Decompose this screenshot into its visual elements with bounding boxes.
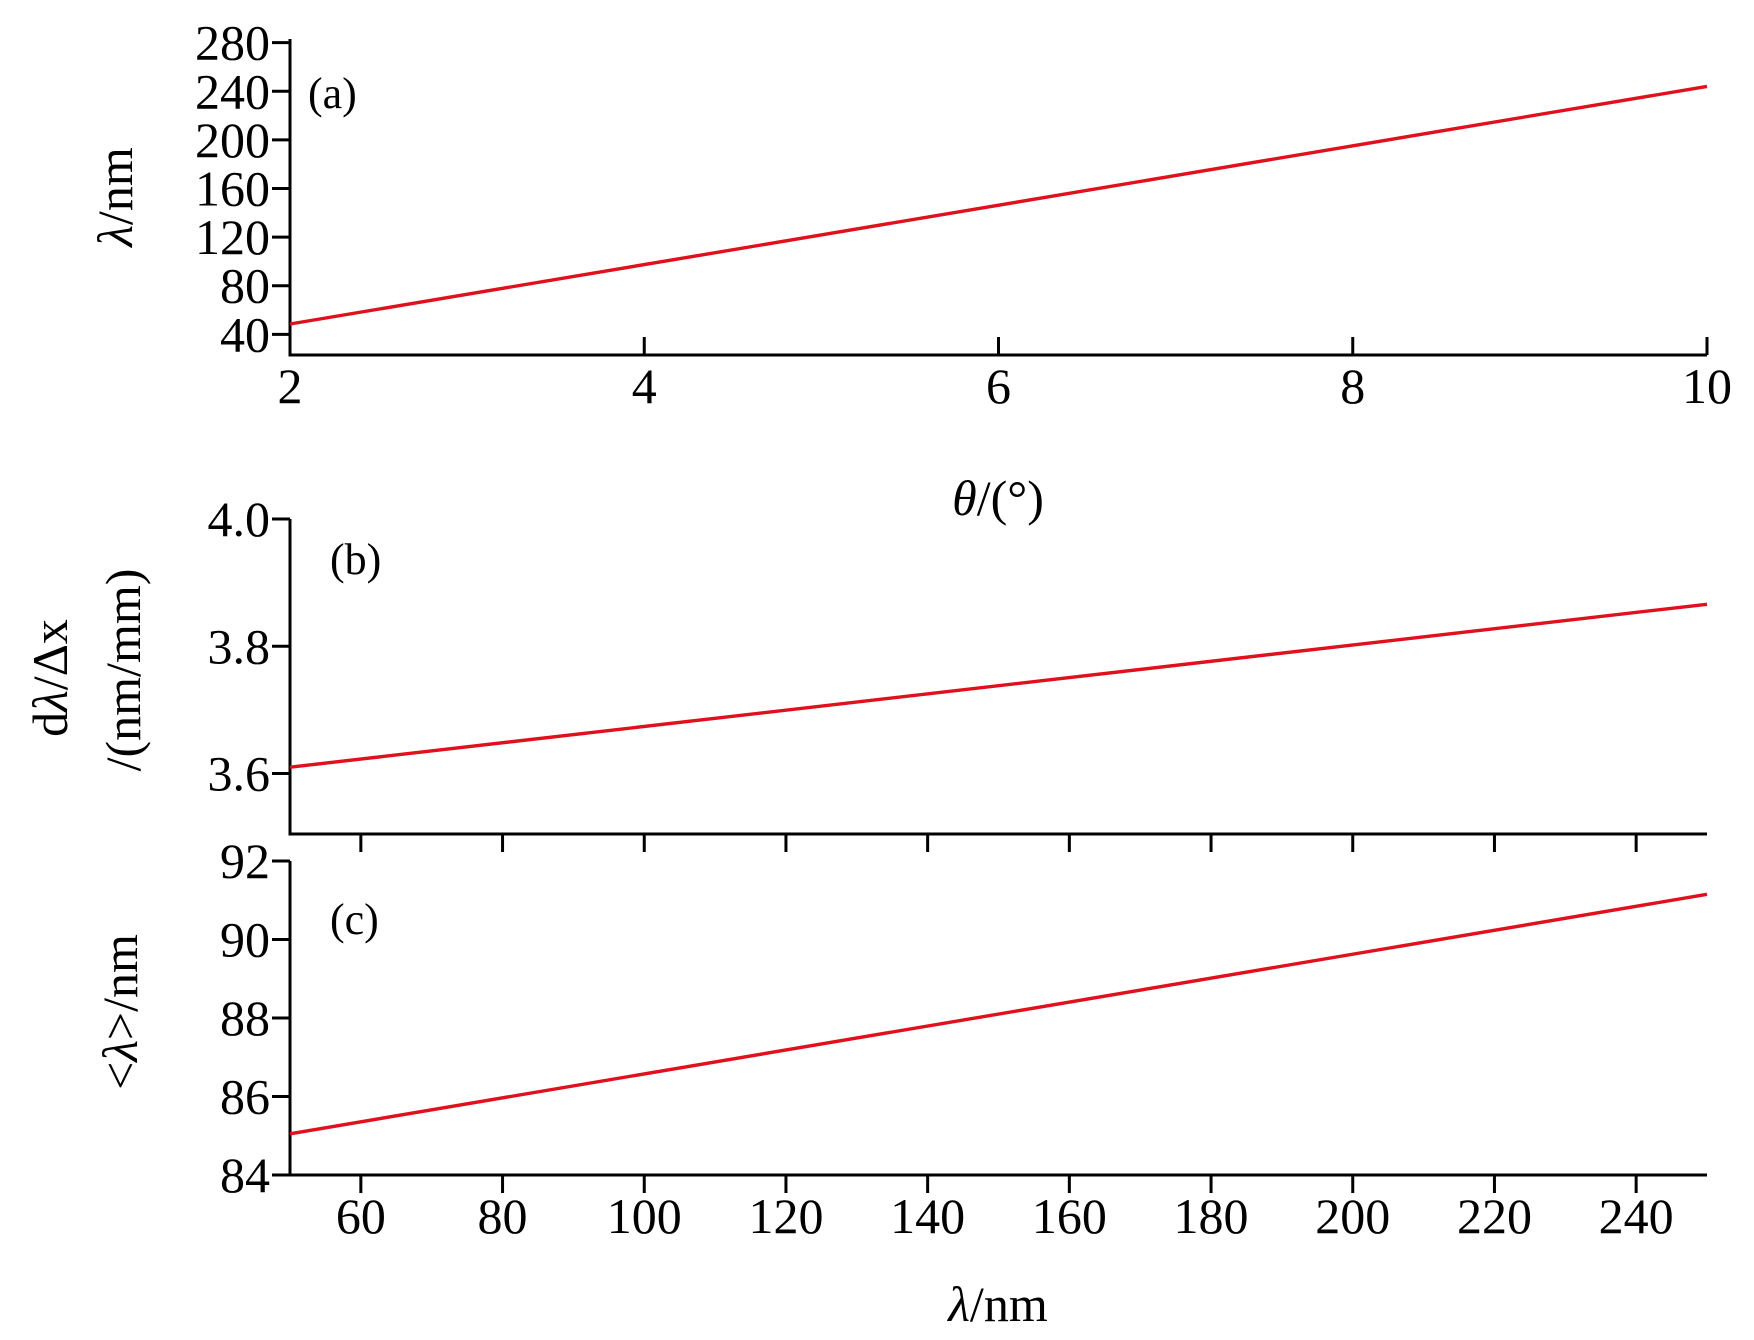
panel-c-y-axis-prefix: <: [92, 1062, 148, 1090]
y-tick-label: 86: [220, 1069, 270, 1125]
x-tick-label: 8: [1340, 358, 1365, 414]
x-tick-label: 240: [1599, 1188, 1674, 1244]
y-tick-label: 84: [220, 1147, 270, 1203]
y-tick-label: 160: [195, 160, 270, 216]
y-tick-label: 4.0: [208, 491, 271, 547]
panel-c-x-ticks: 60 80 100 120 140 160 180 200 220 240: [336, 1175, 1674, 1244]
x-tick-label: 200: [1315, 1188, 1390, 1244]
panel-b-axes: [288, 519, 1707, 836]
x-tick-label: 180: [1174, 1188, 1249, 1244]
y-tick-label: 88: [220, 990, 270, 1046]
panel-b-series-line: [289, 602, 1708, 769]
panel-c-series-line: [289, 892, 1708, 1136]
panel-c-y-ticks: 84 86 88 90 92: [220, 833, 290, 1203]
panel-b-y-axis-symbol: λ: [22, 690, 78, 714]
panel-c-y-axis-title: <λ>/nm: [92, 934, 148, 1090]
y-tick-label: 92: [220, 833, 270, 889]
panel-b-y-axis-prefix: d: [22, 712, 78, 737]
y-tick-label: 200: [195, 112, 270, 168]
x-tick-label: 220: [1457, 1188, 1532, 1244]
panel-a-label: (a): [308, 69, 357, 118]
panel-a-y-axis-title: λ/nm: [87, 147, 143, 249]
panel-a-series-line: [289, 84, 1708, 326]
panel-b-label: (b): [330, 535, 381, 584]
panel-a-x-axis-symbol: θ: [952, 470, 977, 526]
y-tick-label: 90: [220, 912, 270, 968]
panel-a-x-ticks: 2 4 6 8 10: [278, 337, 1732, 414]
panel-b-y-axis-title-line1: dλ/Δx: [22, 619, 78, 737]
panel-a-x-axis-unit: /(°): [977, 470, 1044, 526]
x-tick-label: 160: [1032, 1188, 1107, 1244]
panel-b-y-axis-rest: /Δx: [22, 619, 78, 690]
panel-a-x-axis-title: θ/(°): [952, 470, 1044, 526]
panel-c-x-axis-title: λ/nm: [946, 1276, 1048, 1332]
x-tick-label: 60: [336, 1188, 386, 1244]
panel-c-x-axis-symbol: λ: [946, 1276, 970, 1332]
x-tick-label: 6: [986, 358, 1011, 414]
y-tick-label: 3.8: [208, 618, 271, 674]
panel-c-y-axis-rest: >/nm: [92, 934, 148, 1040]
panel-b-y-ticks: 3.6 3.8 4.0: [208, 491, 290, 802]
panel-a-y-axis-symbol: λ: [87, 225, 143, 249]
x-tick-label: 100: [607, 1188, 682, 1244]
y-tick-label: 3.6: [208, 746, 271, 802]
x-tick-label: 140: [890, 1188, 965, 1244]
y-tick-label: 80: [220, 258, 270, 314]
x-tick-label: 4: [632, 358, 657, 414]
panel-c-label: (c): [330, 895, 379, 944]
x-tick-label: 2: [278, 358, 303, 414]
y-tick-label: 280: [195, 15, 270, 71]
x-tick-label: 120: [748, 1188, 823, 1244]
y-tick-label: 120: [195, 209, 270, 265]
y-tick-label: 240: [195, 63, 270, 119]
panel-a-axes: [288, 39, 1707, 357]
panel-b: 3.6 3.8 4.0 (b) dλ/Δx /(nm/mm): [22, 491, 1708, 852]
panel-c-y-axis-symbol: λ: [92, 1040, 148, 1064]
x-tick-label: 80: [478, 1188, 528, 1244]
panel-c-axes: [288, 861, 1707, 1177]
x-tick-label: 10: [1682, 358, 1732, 414]
panel-a-y-axis-unit: /nm: [87, 147, 143, 225]
panel-b-x-ticks: [359, 834, 1638, 852]
y-tick-label: 40: [220, 306, 270, 362]
panel-b-y-axis-title-line2: /(nm/mm): [95, 569, 151, 772]
panel-c-x-axis-unit: /nm: [970, 1276, 1048, 1332]
